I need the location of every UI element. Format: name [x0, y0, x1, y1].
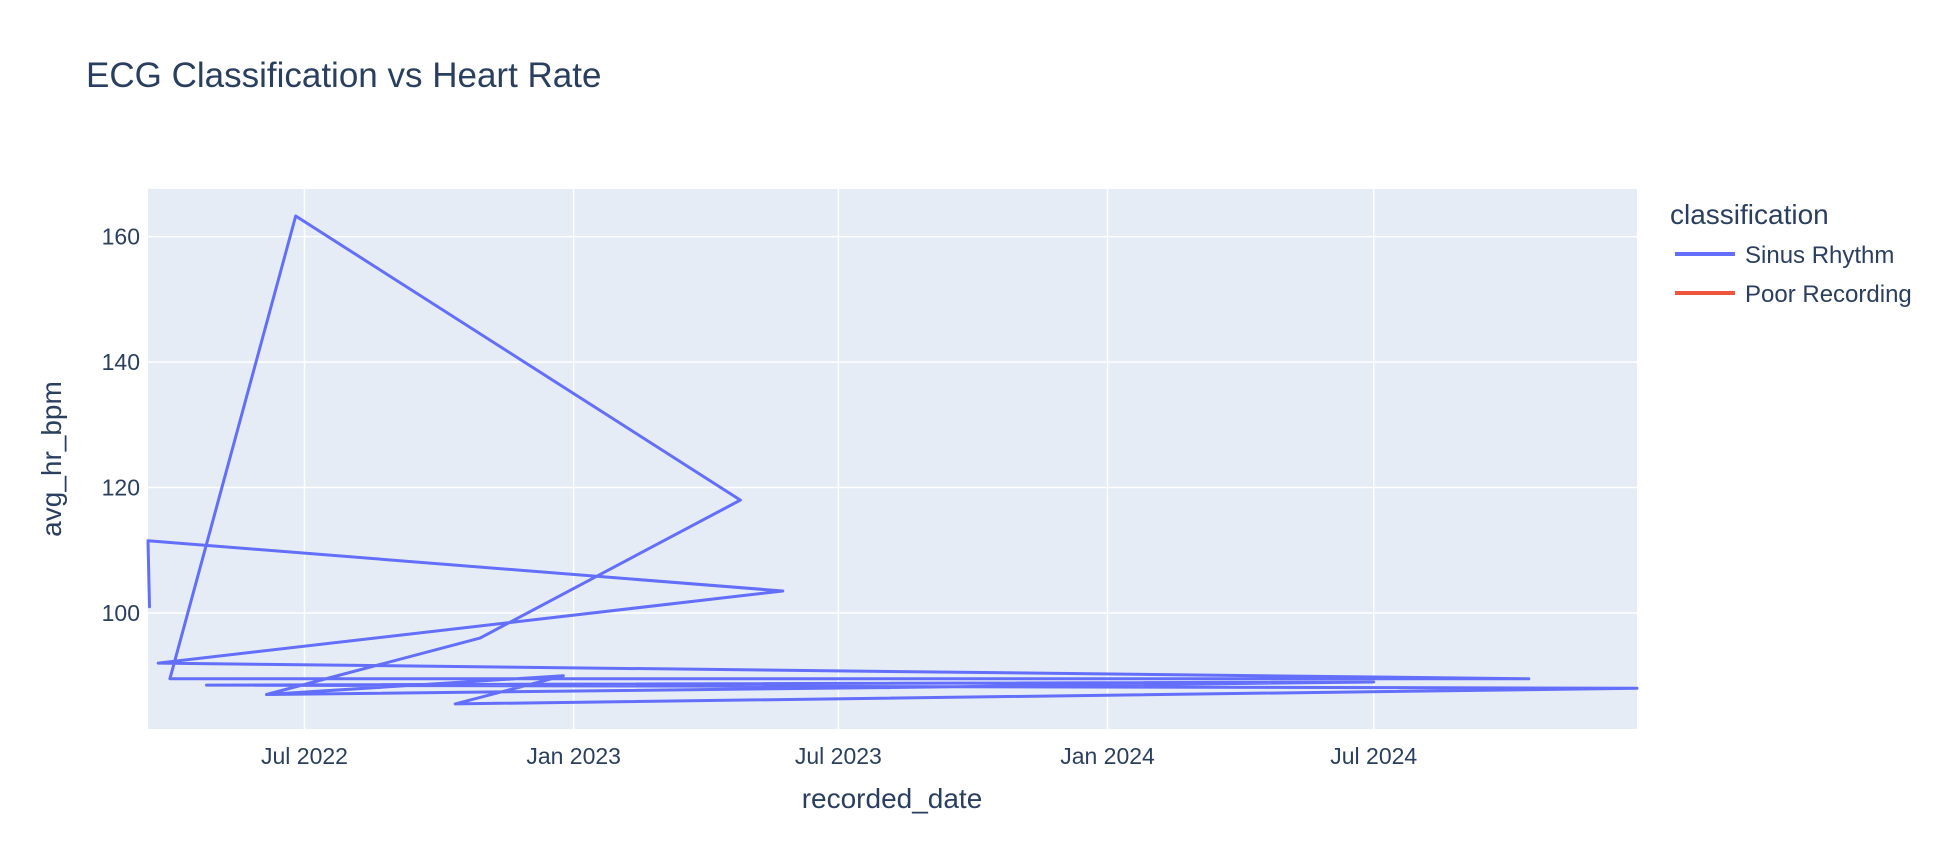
legend-items[interactable]: Sinus Rhythm Poor Recording: [1675, 242, 1912, 308]
x-tick-label: Jan 2024: [1060, 743, 1155, 769]
y-tick-label: 120: [102, 475, 140, 501]
legend-label: Poor Recording: [1745, 281, 1912, 308]
x-axis-ticks: Jul 2022 Jan 2023 Jul 2023 Jan 2024 Jul 2024: [261, 743, 1417, 769]
x-tick-label: Jul 2022: [261, 743, 348, 769]
plot-background: [148, 189, 1637, 729]
legend-item-poor-recording[interactable]: Poor Recording: [1675, 281, 1912, 308]
y-axis-ticks: 100 120 140 160: [102, 224, 140, 626]
y-axis-title: avg_hr_bpm: [36, 381, 67, 537]
x-tick-label: Jul 2024: [1330, 743, 1417, 769]
legend-label: Sinus Rhythm: [1745, 242, 1894, 269]
series-lines: [146, 214, 1639, 706]
x-axis-title: recorded_date: [802, 783, 983, 814]
legend-item-sinus-rhythm[interactable]: Sinus Rhythm: [1675, 242, 1894, 269]
legend-title: classification: [1670, 199, 1829, 230]
x-tick-label: Jul 2023: [795, 743, 882, 769]
x-tick-label: Jan 2023: [526, 743, 621, 769]
chart-title: ECG Classification vs Heart Rate: [86, 56, 601, 95]
legend[interactable]: classification Sinus Rhythm Poor Recordin…: [1670, 199, 1912, 308]
grid-lines: [148, 189, 1637, 729]
y-tick-label: 140: [102, 349, 140, 375]
series-line-sinus-rhythm[interactable]: [146, 214, 1639, 706]
y-tick-label: 100: [102, 600, 140, 626]
y-tick-label: 160: [102, 224, 140, 250]
